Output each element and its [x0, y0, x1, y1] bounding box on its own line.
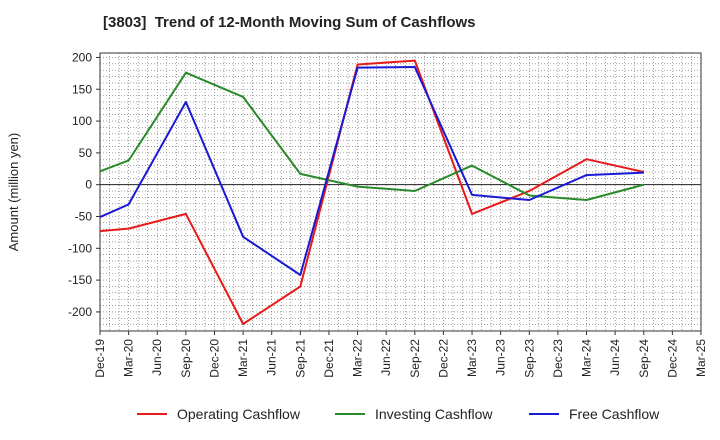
- x-tick-label: Jun-23: [494, 339, 508, 376]
- legend-label: Free Cashflow: [569, 406, 660, 422]
- legend-label: Operating Cashflow: [177, 406, 301, 422]
- y-tick-label: 0: [85, 178, 92, 192]
- x-tick-label: Sep-24: [637, 339, 651, 378]
- y-tick-label: -50: [75, 209, 93, 223]
- x-tick-label: Dec-22: [436, 339, 450, 378]
- y-tick-label: -100: [68, 241, 92, 255]
- x-tick-label: Dec-23: [551, 339, 565, 378]
- x-tick-label: Sep-23: [522, 339, 536, 378]
- series-line-operating-cashflow: [99, 59, 645, 325]
- x-tick-label: Sep-21: [293, 339, 307, 378]
- x-tick-label: Mar-20: [122, 339, 136, 377]
- y-tick-label: 200: [72, 50, 92, 64]
- series-lines: [99, 59, 645, 325]
- legend: Operating Cashflow Investing Cashflow Free…: [137, 406, 660, 422]
- legend-label: Investing Cashflow: [375, 406, 493, 422]
- chart-title: [3803] Trend of 12-Month Moving Sum of C…: [103, 14, 476, 31]
- x-tick-label: Dec-19: [93, 339, 107, 378]
- x-tick-label: Mar-21: [236, 339, 250, 377]
- plot-border: [99, 52, 702, 332]
- y-tick-label: 50: [79, 146, 93, 160]
- x-tick-label: Mar-22: [351, 339, 365, 377]
- x-tick-label: Dec-20: [207, 339, 221, 378]
- x-tick-label: Sep-20: [179, 339, 193, 378]
- y-tick-label: 150: [72, 82, 92, 96]
- grid: [100, 53, 701, 331]
- series-line-investing-cashflow: [99, 71, 645, 201]
- y-tick-label: -200: [68, 305, 92, 319]
- x-tick-label: Jun-22: [379, 339, 393, 376]
- x-tick-label: Dec-21: [322, 339, 336, 378]
- x-tick-label: Jun-21: [265, 339, 279, 376]
- x-tick-label: Jun-20: [150, 339, 164, 376]
- series-line-free-cashflow: [99, 66, 644, 276]
- x-tick-label: Mar-24: [580, 339, 594, 377]
- x-tick-label: Mar-23: [465, 339, 479, 377]
- y-tick-label: 100: [72, 114, 92, 128]
- x-tick-label: Sep-22: [408, 339, 422, 378]
- y-tick-label: -150: [68, 273, 92, 287]
- x-tick-label: Dec-24: [665, 339, 679, 378]
- y-axis-title: Amount (million yen): [6, 133, 21, 252]
- axes: 200 150 100 50 0 -50 -100 -150 -200 Dec-19 Mar-20 J…: [6, 50, 708, 377]
- x-tick-label: Mar-25: [694, 339, 708, 377]
- x-tick-label: Jun-24: [608, 339, 622, 376]
